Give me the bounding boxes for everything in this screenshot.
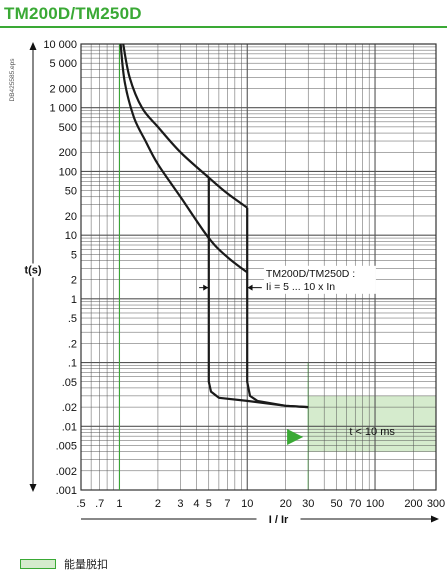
y-tick-label: .5: [68, 313, 77, 325]
y-tick-label: 1 000: [49, 103, 77, 115]
x-tick-label: 10: [241, 498, 253, 510]
y-axis-arrowhead-top: [29, 42, 37, 50]
x-tick-label: 5: [206, 498, 212, 510]
y-tick-label: 100: [59, 166, 77, 178]
annotation-box: [263, 265, 376, 294]
x-tick-label: 2: [155, 498, 161, 510]
y-tick-label: .02: [62, 402, 77, 414]
x-tick-label: 70: [349, 498, 361, 510]
y-tick-label: 10: [65, 230, 77, 242]
y-tick-label: 2: [71, 275, 77, 287]
x-tick-label: 30: [302, 498, 314, 510]
y-axis-title: t(s): [24, 265, 41, 277]
y-tick-label: .002: [56, 466, 77, 478]
x-tick-label: 1: [116, 498, 122, 510]
x-tick-label: 7: [224, 498, 230, 510]
legend-label: 能量脱扣: [64, 558, 108, 571]
y-tick-label: 1: [71, 294, 77, 306]
x-axis-title-bg: [256, 512, 301, 526]
curve-series-4: [246, 207, 309, 409]
x-tick-label: .7: [95, 498, 104, 510]
chart-title: TM200D/TM250D: [4, 4, 142, 23]
x-tick-label: 20: [280, 498, 292, 510]
x-tick-label: 4: [193, 498, 199, 510]
y-tick-label: 5: [71, 249, 77, 261]
y-tick-label: 50: [65, 186, 77, 198]
y-tick-label: .005: [56, 440, 77, 452]
y-tick-label: .001: [56, 485, 77, 497]
energy-trip-region: [308, 395, 436, 452]
x-tick-label: 50: [330, 498, 342, 510]
y-tick-label: 20: [65, 211, 77, 223]
y-tick-label: 200: [59, 147, 77, 159]
y-tick-label: 500: [59, 122, 77, 134]
y-tick-label: 2 000: [49, 84, 77, 96]
x-tick-label: 200: [404, 498, 422, 510]
annotation-arrowhead-left: [203, 284, 209, 291]
drawing-code: DB425585.eps: [9, 58, 16, 102]
plot-frame: [80, 43, 437, 491]
x-tick-label: 300: [427, 498, 445, 510]
title-rule: [0, 26, 447, 28]
y-tick-label: .1: [68, 358, 77, 370]
legend: 能量脱扣: [20, 556, 108, 572]
x-tick-label: .5: [76, 498, 85, 510]
y-tick-label: 10 000: [43, 39, 77, 51]
region-label: t < 10 ms: [349, 426, 395, 438]
curve-series-1: [122, 43, 248, 209]
x-axis-title: I / Ir: [269, 514, 289, 526]
y-tick-label: .05: [62, 377, 77, 389]
y-tick-label: .01: [62, 421, 77, 433]
y-tick-label: .2: [68, 338, 77, 350]
annotation-label-line: TM200D/TM250D :: [266, 268, 355, 280]
legend-swatch: [20, 559, 56, 569]
annotation-arrowhead-right: [247, 284, 253, 291]
x-tick-label: 100: [366, 498, 384, 510]
y-tick-label: 5 000: [49, 58, 77, 70]
y-axis-arrowhead-bottom: [29, 484, 37, 492]
annotation-label-line: Ii = 5 ... 10 x In: [266, 281, 335, 293]
y-axis-title-bg: [22, 263, 44, 278]
x-axis-arrowhead: [431, 515, 439, 523]
curve-series-2: [119, 43, 248, 274]
region-arrow-icon: [287, 428, 304, 445]
x-tick-label: 3: [177, 498, 183, 510]
